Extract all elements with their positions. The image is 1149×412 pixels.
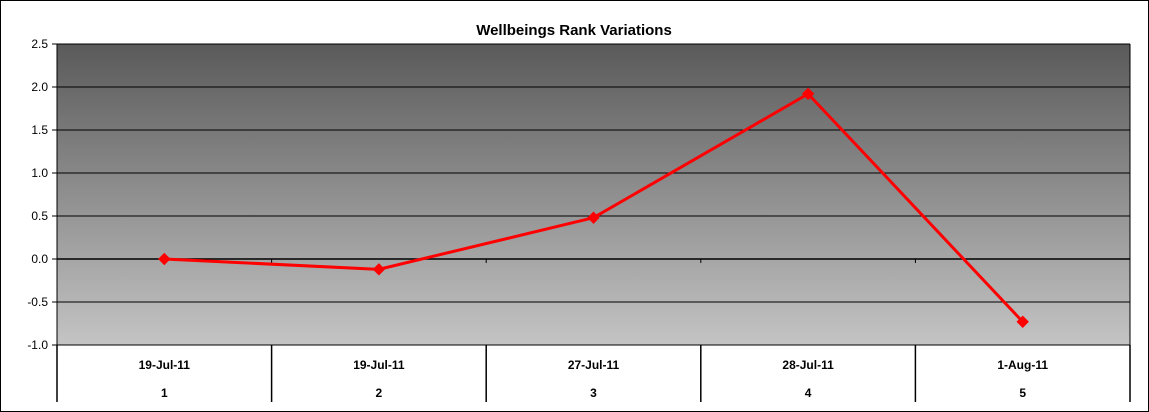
x-tick-label-index: 5 bbox=[1019, 386, 1026, 400]
x-tick-label-index: 2 bbox=[376, 386, 383, 400]
x-axis-ticks: 19-Jul-11 1 19-Jul-11 2 27-Jul-11 3 28-Jul-11 4… bbox=[56, 345, 1131, 402]
series-group bbox=[158, 87, 1029, 328]
x-tick-label-date: 19-Jul-11 bbox=[353, 358, 405, 372]
x-tick-label-index: 3 bbox=[590, 386, 597, 400]
y-tick-label: 2.5 bbox=[31, 37, 48, 51]
data-point-marker bbox=[158, 252, 171, 266]
y-axis-ticks: -1.0 -0.5 0.0 0.5 1.0 1.5 2.0 2.5 bbox=[27, 37, 57, 352]
y-tick-label: -0.5 bbox=[27, 295, 48, 309]
data-point-marker bbox=[1016, 315, 1029, 328]
x-tick-label-index: 1 bbox=[161, 386, 168, 400]
data-point-marker bbox=[801, 87, 815, 101]
x-tick-label-index: 4 bbox=[805, 386, 812, 400]
y-tick-label: 1.0 bbox=[31, 166, 48, 180]
y-tick-label: 2.0 bbox=[31, 80, 48, 94]
data-point-marker bbox=[587, 211, 600, 224]
y-tick-label: 1.5 bbox=[31, 123, 48, 137]
x-tick-label-date: 28-Jul-11 bbox=[782, 358, 834, 372]
chart-title: Wellbeings Rank Variations bbox=[476, 22, 672, 39]
x-tick-label-date: 1-Aug-11 bbox=[997, 358, 1048, 372]
x-tick-label-date: 19-Jul-11 bbox=[139, 358, 191, 372]
y-tick-label: -1.0 bbox=[27, 338, 48, 352]
x-tick-label-date: 27-Jul-11 bbox=[568, 358, 620, 372]
gridlines bbox=[57, 43, 1130, 346]
y-tick-label: 0.5 bbox=[31, 209, 48, 223]
data-point-marker bbox=[372, 263, 386, 276]
plot-area bbox=[57, 44, 1130, 345]
axes bbox=[56, 44, 1131, 402]
y-tick-label: 0.0 bbox=[31, 252, 48, 266]
